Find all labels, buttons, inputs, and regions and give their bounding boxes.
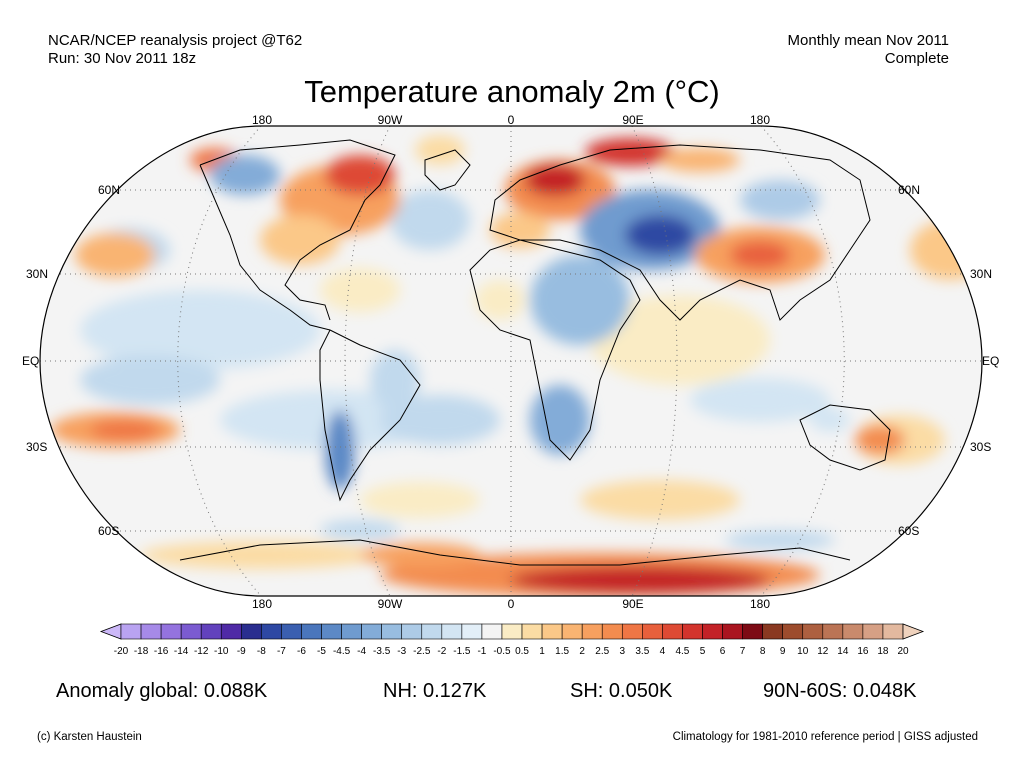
colorbar-tick-label: 14 <box>837 646 849 657</box>
lat-label-right: 30S <box>970 440 992 454</box>
global-anomaly: Anomaly global: 0.088K <box>56 680 268 702</box>
lat-label-right: 30N <box>970 267 993 281</box>
colorbar-tick-label: 10 <box>797 646 809 657</box>
colorbar-tick-label: 3 <box>619 646 626 657</box>
colorbar-tick-label: 20 <box>897 646 909 657</box>
colorbar-tick-label: -14 <box>173 646 189 657</box>
colorbar-tick-label: 1.5 <box>555 646 570 657</box>
colorbar-tick-label: -12 <box>193 646 209 657</box>
lat-label-right: 60N <box>898 183 921 197</box>
lat-label-left: EQ <box>22 354 40 368</box>
arctic-anomaly: 90N-60S: 0.048K <box>763 680 917 702</box>
lat-label-right: EQ <box>982 354 1000 368</box>
colorbar-tick-label: 4.5 <box>675 646 690 657</box>
colorbar-tick-label: 7 <box>739 646 746 657</box>
copyright: (c) Karsten Haustein <box>37 731 142 743</box>
colorbar-tick-label: -16 <box>153 646 169 657</box>
colorbar-tick-label: -1.5 <box>453 646 471 657</box>
sh-anomaly: SH: 0.050K <box>570 680 673 702</box>
colorbar-tick-label: 0.5 <box>515 646 529 657</box>
colorbar-tick-label: -9 <box>236 646 246 657</box>
colorbar-tick-label: 16 <box>857 646 869 657</box>
colorbar-tick-label: 2.5 <box>595 646 610 657</box>
lon-label-top: 180 <box>749 113 771 127</box>
period-info: Monthly mean Nov 2011 <box>787 32 949 49</box>
colorbar-tick-label: -6 <box>297 646 306 657</box>
colorbar-tick-label: -20 <box>113 646 129 657</box>
colorbar-tick-label: -10 <box>214 646 229 657</box>
colorbar-tick-label: 5 <box>699 646 706 657</box>
lon-label-top: 180 <box>251 113 273 127</box>
lon-label-bottom: 180 <box>749 597 771 611</box>
colorbar-tick-label: 4 <box>659 646 666 657</box>
lon-label-top: 90W <box>377 113 403 127</box>
colorbar-tick-label: 12 <box>817 646 829 657</box>
lon-label-top: 90E <box>622 113 644 127</box>
lat-label-right: 60S <box>898 524 920 538</box>
colorbar-tick-label: -3.5 <box>373 646 391 657</box>
lat-label-left: 60S <box>98 524 120 538</box>
lon-label-bottom: 180 <box>251 597 273 611</box>
status-info: Complete <box>884 50 949 67</box>
colorbar-tick-label: 9 <box>779 646 786 657</box>
lon-label-bottom: 0 <box>507 597 515 611</box>
run-info: Run: 30 Nov 2011 18z <box>48 50 197 67</box>
colorbar-tick-label: -7 <box>276 646 286 657</box>
colorbar-tick-label: 3.5 <box>635 646 650 657</box>
climatology-note: Climatology for 1981-2010 reference peri… <box>672 731 978 743</box>
colorbar-tick-label: -0.5 <box>493 646 511 657</box>
colorbar-tick-label: 6 <box>719 646 726 657</box>
nh-anomaly: NH: 0.127K <box>383 680 487 702</box>
colorbar-tick-label: -4 <box>357 646 367 657</box>
lat-label-left: 30N <box>26 267 49 281</box>
colorbar-tick-label: 8 <box>759 646 766 657</box>
map-title: Temperature anomaly 2m (°C) <box>304 74 720 109</box>
colorbar-tick-label: 1 <box>539 646 545 657</box>
model-info: NCAR/NCEP reanalysis project @T62 <box>48 32 303 49</box>
colorbar-tick-label: -2 <box>437 646 447 657</box>
graticule <box>40 126 982 596</box>
colorbar-tick-label: -1 <box>477 646 487 657</box>
colorbar-tick-label: -8 <box>256 646 266 657</box>
map-field <box>40 126 982 596</box>
colorbar-tick-label: -18 <box>133 646 149 657</box>
lat-label-left: 60N <box>98 183 121 197</box>
lon-label-top: 0 <box>507 113 515 127</box>
coastlines <box>179 139 891 566</box>
colorbar-tick-label: 18 <box>877 646 889 657</box>
lat-label-left: 30S <box>26 440 48 454</box>
colorbar-tick-label: -3 <box>397 646 407 657</box>
colorbar-tick-label: -4.5 <box>332 646 351 657</box>
colorbar-tick-label: 2 <box>579 646 585 657</box>
colorbar-tick-label: -5 <box>317 646 326 657</box>
lon-label-bottom: 90W <box>377 597 403 611</box>
map-border <box>39 125 983 597</box>
colorbar-tick-label: -2.5 <box>413 646 431 657</box>
lon-label-bottom: 90E <box>622 597 644 611</box>
